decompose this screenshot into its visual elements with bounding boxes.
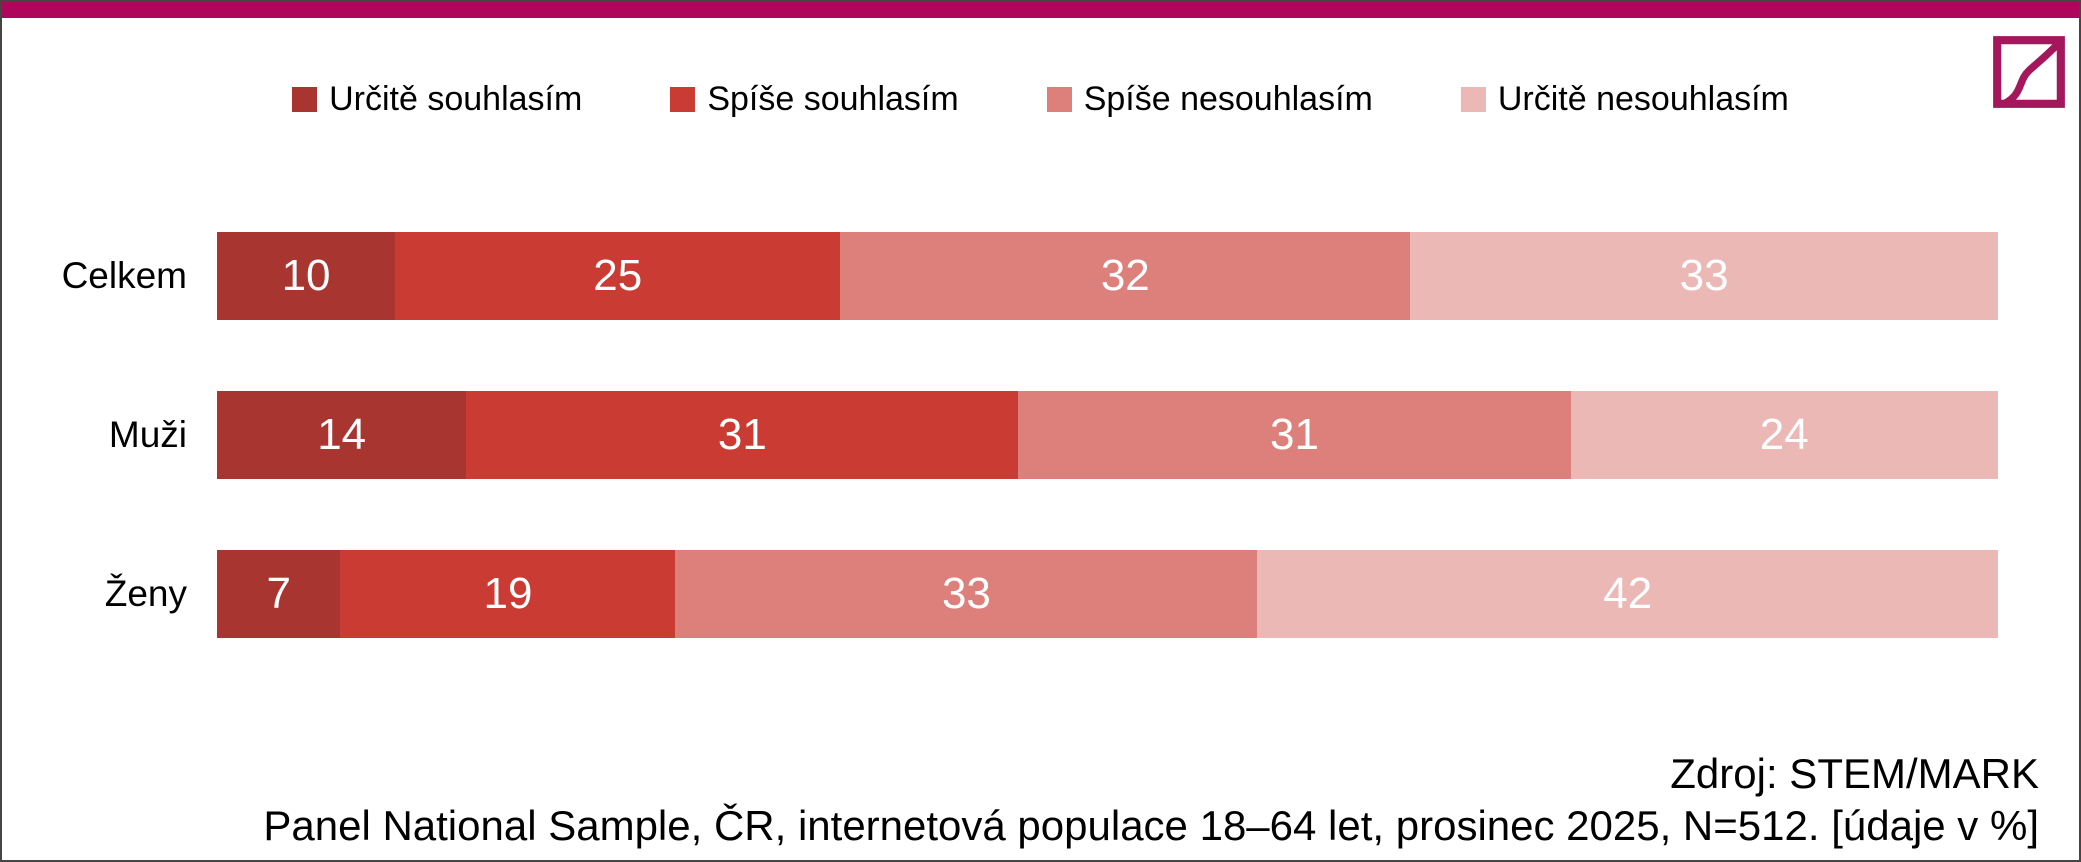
bar-segment: 31 [466,391,1019,479]
legend-item-0: Určitě souhlasím [292,80,582,119]
segment-value: 31 [1270,410,1319,459]
segment-value: 7 [266,569,291,618]
bar-segment: 25 [395,232,841,320]
legend: Určitě souhlasím Spíše souhlasím Spíše nes… [2,80,2079,119]
legend-swatch [292,87,318,112]
stacked-bar: 14 31 31 24 [217,391,1998,479]
bar-segment: 14 [217,391,467,479]
bar-segment: 10 [217,232,396,320]
legend-item-1: Spíše souhlasím [670,80,959,119]
stacked-bar: 10 25 32 33 [217,232,1998,320]
segment-value: 33 [1679,251,1729,300]
segment-value: 24 [1759,410,1809,459]
bar-segment: 32 [840,232,1411,320]
stemmark-logo [1992,35,2066,109]
stacked-bar-chart: Celkem 10 25 32 33 Muži 14 31 31 24 Ženy 7 19 33 42 [2,232,2079,709]
segment-value: 33 [941,569,991,618]
legend-swatch [1460,87,1486,112]
legend-item-3: Určitě nesouhlasím [1460,80,1789,119]
segment-value: 19 [483,569,533,618]
bar-row-celkem: Celkem 10 25 32 33 [2,232,2079,320]
bar-row-ženy: Ženy 7 19 33 42 [2,550,2079,638]
segment-value: 14 [317,410,367,459]
stacked-bar: 7 19 33 42 [217,550,1998,638]
stemmark-logo-icon [1993,36,2065,108]
legend-label: Spíše nesouhlasím [1083,80,1373,118]
legend-label: Určitě nesouhlasím [1497,80,1789,118]
bar-segment: 24 [1570,391,1998,479]
legend-label: Spíše souhlasím [707,80,959,118]
footer: Zdroj: STEM/MARK Panel National Sample, … [42,748,2039,852]
legend-label: Určitě souhlasím [329,80,583,118]
source-text: Zdroj: STEM/MARK [1670,750,2039,797]
segment-value: 32 [1100,251,1150,300]
category-label: Ženy [104,573,187,614]
bar-segment: 19 [340,550,676,638]
bar-segment: 7 [217,550,341,638]
bar-segment: 31 [1018,391,1571,479]
legend-swatch [670,87,696,112]
segment-value: 10 [281,251,331,300]
bar-segment: 42 [1257,550,1998,638]
legend-item-2: Spíše nesouhlasím [1046,80,1373,119]
category-label: Celkem [61,255,187,296]
segment-value: 31 [717,410,767,459]
bar-segment: 33 [675,550,1258,638]
bar-row-muži: Muži 14 31 31 24 [2,391,2079,479]
segment-value: 42 [1603,569,1653,618]
note-text: Panel National Sample, ČR, internetová p… [263,802,2039,849]
segment-value: 25 [593,251,643,300]
bar-segment: 33 [1410,232,1998,320]
category-label: Muži [108,414,187,455]
legend-swatch [1046,87,1072,112]
top-accent-bar [2,2,2079,18]
